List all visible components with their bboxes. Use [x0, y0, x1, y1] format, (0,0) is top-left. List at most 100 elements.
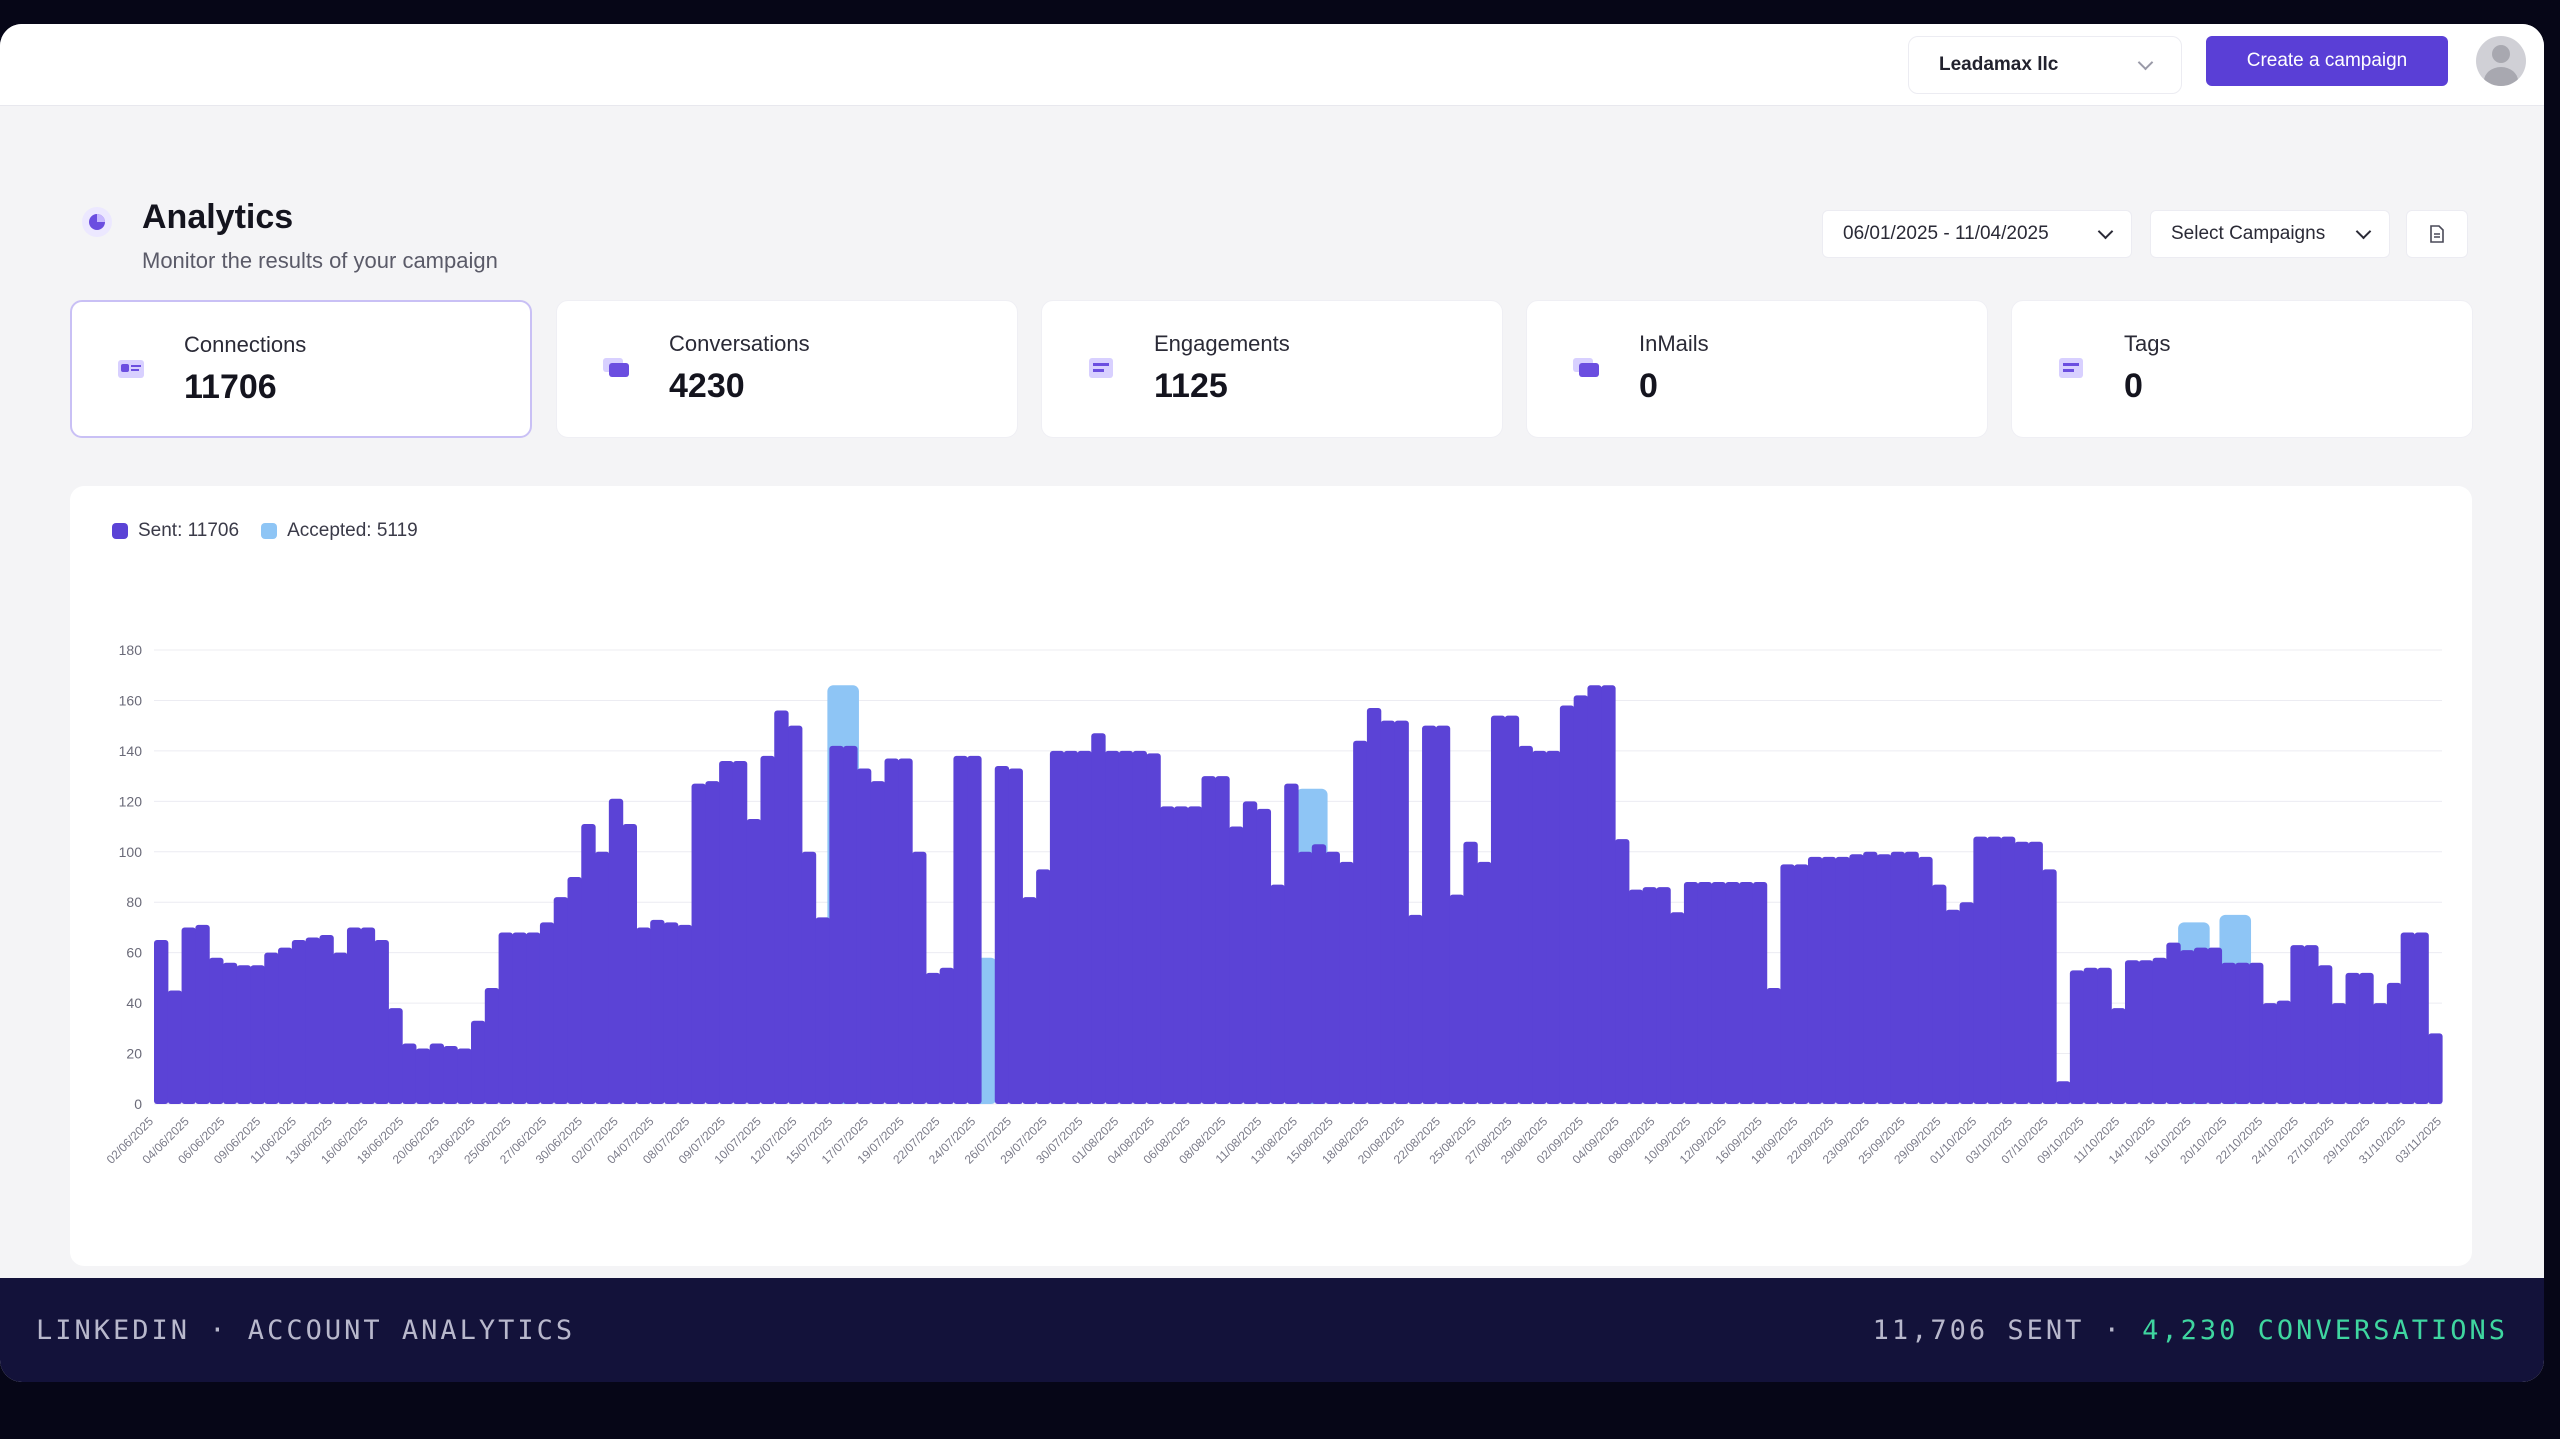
sent-bar — [539, 922, 555, 1104]
legend-label-accepted: Accepted: 5119 — [287, 520, 418, 541]
sent-bar — [1063, 750, 1079, 1104]
sent-bar — [622, 824, 638, 1104]
sent-bar — [1105, 750, 1120, 1104]
sent-bar — [1821, 856, 1837, 1104]
avatar-body — [2484, 67, 2518, 86]
sent-bar — [250, 965, 265, 1104]
sent-bar — [829, 745, 844, 1104]
sent-bar — [843, 745, 858, 1104]
stat-card-inmails[interactable]: InMails 0 — [1526, 300, 1988, 438]
y-tick-label: 120 — [119, 793, 143, 809]
sent-bar — [1615, 839, 1630, 1104]
date-range-picker[interactable]: 06/01/2025 - 11/04/2025 — [1822, 210, 2132, 258]
sent-bar — [1380, 720, 1396, 1104]
sent-bar — [1270, 884, 1285, 1104]
sent-bar — [608, 798, 624, 1104]
chevron-down-icon — [2097, 223, 2114, 239]
sent-bar — [1408, 914, 1423, 1104]
sent-bar — [2386, 982, 2402, 1104]
sent-bar — [636, 927, 651, 1104]
legend-swatch-sent — [112, 523, 128, 539]
sent-bar — [2124, 960, 2140, 1104]
chart-card: Sent: 11706 Accepted: 5119 0 20 40 60 80 100 1… — [70, 486, 2472, 1266]
sent-bar — [1587, 685, 1602, 1104]
sent-bar — [1959, 902, 1974, 1104]
stat-card-tags[interactable]: Tags 0 — [2011, 300, 2473, 438]
stat-card-connections[interactable]: Connections 11706 — [70, 300, 532, 438]
sent-bar — [1559, 705, 1575, 1104]
avatar[interactable] — [2476, 36, 2526, 86]
sent-bar — [2028, 841, 2043, 1104]
sent-bar — [1173, 806, 1189, 1104]
sent-bar — [195, 924, 210, 1104]
sent-bar — [360, 927, 376, 1104]
y-tick-label: 0 — [134, 1096, 142, 1112]
sent-bar — [2000, 836, 2016, 1104]
sent-bar — [319, 935, 334, 1104]
sent-bar — [691, 783, 706, 1104]
sent-bar — [2014, 841, 2030, 1104]
sent-bar — [1752, 882, 1768, 1104]
sent-bar — [1518, 745, 1533, 1104]
sent-bar — [2414, 932, 2429, 1104]
sent-bar — [1284, 783, 1299, 1104]
sent-bar — [1573, 695, 1589, 1104]
engagement-icon — [1089, 358, 1113, 378]
sent-bar — [209, 957, 224, 1104]
sent-bar — [2290, 945, 2305, 1104]
sent-bar — [1311, 844, 1327, 1104]
bar-chart: 02040608010012014016018002/06/202504/06/… — [104, 642, 2445, 1167]
sent-bar — [2180, 950, 2195, 1104]
tag-icon — [2059, 358, 2083, 378]
sent-bar — [1987, 836, 2002, 1104]
sent-bar — [374, 940, 389, 1104]
sent-bar — [595, 851, 610, 1104]
sent-bar — [264, 952, 279, 1104]
sent-bar — [2304, 945, 2319, 1104]
sent-bar — [898, 758, 913, 1104]
sent-bar — [1918, 856, 1933, 1104]
stat-card-conversations[interactable]: Conversations 4230 — [556, 300, 1018, 438]
avatar-head — [2492, 45, 2510, 63]
sent-bar — [2042, 869, 2057, 1104]
sent-bar — [2083, 967, 2099, 1104]
campaign-select[interactable]: Select Campaigns — [2150, 210, 2390, 258]
legend-item-accepted[interactable]: Accepted: 5119 — [261, 520, 418, 542]
sent-bar — [1656, 887, 1671, 1104]
sent-bar — [1794, 864, 1809, 1104]
sent-bar — [912, 851, 927, 1104]
sent-bar — [1160, 806, 1175, 1104]
sent-bar — [1215, 776, 1230, 1104]
sent-bar — [1697, 882, 1713, 1104]
stat-value: 1125 — [1154, 367, 1228, 405]
sent-bar — [333, 952, 348, 1104]
sent-bar — [429, 1043, 445, 1104]
chat-icon — [603, 358, 629, 377]
organization-select[interactable]: Leadamax llc — [1908, 36, 2182, 94]
export-button[interactable] — [2406, 210, 2468, 258]
legend-item-sent[interactable]: Sent: 11706 — [112, 520, 239, 542]
sent-bar — [650, 919, 665, 1104]
sent-bar — [567, 877, 582, 1104]
sent-bar — [2111, 1008, 2126, 1104]
sent-bar — [2428, 1033, 2443, 1104]
sent-bar — [1532, 750, 1547, 1104]
create-campaign-button[interactable]: Create a campaign — [2206, 36, 2448, 86]
sent-bar — [801, 851, 817, 1104]
sent-bar — [1711, 882, 1726, 1104]
sent-bar — [1766, 987, 1782, 1104]
sent-bar — [1036, 869, 1051, 1104]
sent-bar — [1422, 725, 1437, 1104]
sent-bar — [471, 1020, 486, 1104]
sent-bar — [1394, 720, 1409, 1104]
page-subtitle: Monitor the results of your campaign — [142, 248, 498, 273]
sent-bar — [1477, 861, 1492, 1104]
stat-card-engagements[interactable]: Engagements 1125 — [1041, 300, 1503, 438]
sent-bar — [677, 924, 693, 1104]
sent-bar — [1339, 861, 1354, 1104]
sent-bar — [2373, 1003, 2388, 1104]
sent-bar — [1353, 740, 1368, 1104]
sent-bar — [1201, 776, 1216, 1104]
y-tick-label: 100 — [119, 844, 143, 860]
chevron-down-icon — [2137, 54, 2154, 70]
